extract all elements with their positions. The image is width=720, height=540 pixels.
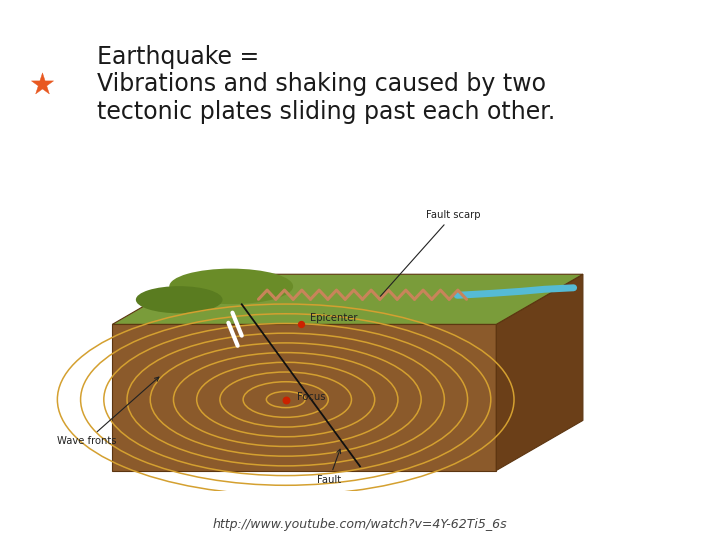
Text: Fault: Fault	[317, 449, 341, 485]
Text: tectonic plates sliding past each other.: tectonic plates sliding past each other.	[97, 100, 555, 124]
Text: Vibrations and shaking caused by two: Vibrations and shaking caused by two	[97, 72, 546, 96]
Point	[280, 395, 292, 404]
Ellipse shape	[169, 268, 293, 304]
Polygon shape	[112, 274, 583, 325]
Polygon shape	[112, 325, 496, 470]
Polygon shape	[496, 274, 583, 470]
Text: Focus: Focus	[297, 393, 325, 402]
Point	[36, 79, 48, 88]
Text: Earthquake =: Earthquake =	[97, 45, 267, 69]
Text: Epicenter: Epicenter	[310, 313, 357, 323]
Text: Wave fronts: Wave fronts	[57, 377, 159, 446]
Point	[295, 319, 307, 328]
Ellipse shape	[136, 286, 222, 313]
Text: Fault scarp: Fault scarp	[380, 210, 480, 296]
Text: http://www.youtube.com/watch?v=4Y-62Ti5_6s: http://www.youtube.com/watch?v=4Y-62Ti5_…	[212, 518, 508, 531]
